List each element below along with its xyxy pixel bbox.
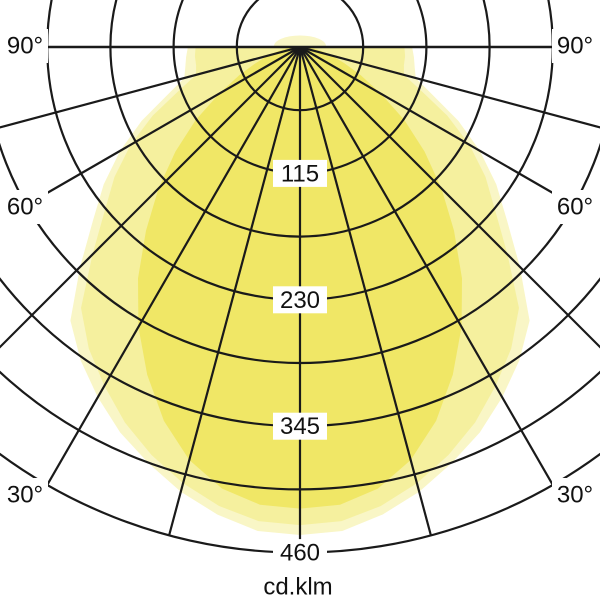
grid-ray — [0, 45, 301, 129]
grid-ray — [299, 46, 600, 349]
angle-label-left: 30° — [7, 482, 43, 509]
angle-label-bg-left — [0, 190, 48, 224]
grid-ray — [46, 46, 301, 486]
grid-ray — [299, 45, 600, 129]
ring-label: 115 — [281, 160, 319, 187]
ring-label-bg — [273, 286, 327, 314]
grid-ray — [0, 46, 301, 349]
angle-label-left: 90° — [7, 33, 43, 60]
grid-ray — [298, 46, 432, 536]
chart-labels: 115 230 345 460 90° 90° 60° 60° 30° 30° — [0, 29, 600, 567]
grid-ray — [299, 46, 554, 486]
ring-label: 460 — [280, 540, 320, 567]
angle-label-right: 30° — [557, 482, 593, 509]
grid-ray — [0, 46, 301, 222]
ring-label-bg — [273, 159, 327, 187]
ring-label: 230 — [280, 287, 320, 314]
angle-label-bg-right — [552, 190, 600, 224]
angle-label-bg-right — [552, 478, 600, 512]
angle-label-left: 60° — [7, 194, 43, 221]
ring-label-bg — [273, 412, 327, 440]
ring-label-bg — [273, 539, 327, 567]
angle-label-bg-left — [0, 478, 48, 512]
units-label: cd.klm — [263, 574, 332, 600]
angle-label-bg-right — [552, 29, 600, 63]
angle-label-bg-left — [0, 29, 48, 63]
ring-label: 345 — [280, 413, 320, 440]
grid-ray — [168, 46, 302, 536]
grid-ray — [299, 46, 600, 222]
angle-label-right: 90° — [557, 33, 593, 60]
angle-label-right: 60° — [557, 194, 593, 221]
